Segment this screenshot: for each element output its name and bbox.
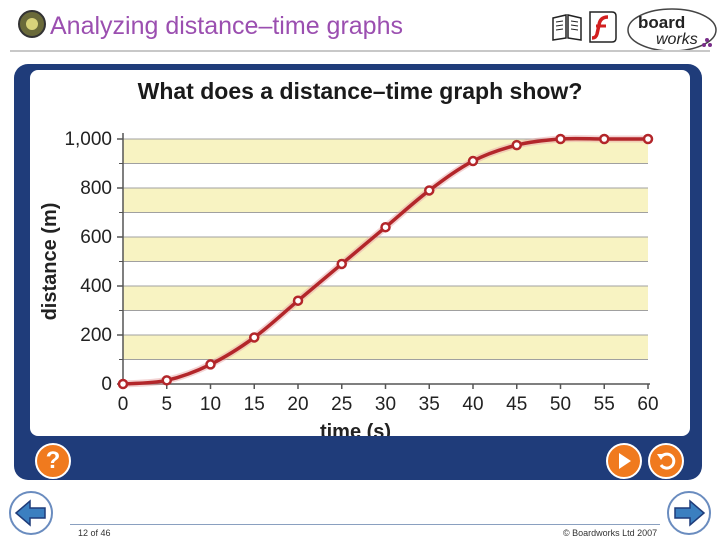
footer-divider <box>70 524 660 525</box>
reset-button[interactable] <box>648 443 684 479</box>
x-tick-label: 20 <box>287 394 308 415</box>
next-slide-button[interactable] <box>666 490 712 536</box>
x-tick-label: 0 <box>118 394 129 415</box>
question-heading: What does a distance–time graph show? <box>137 78 583 104</box>
x-tick-label: 25 <box>331 394 352 415</box>
grid-band <box>123 188 648 213</box>
data-point <box>380 221 391 233</box>
y-tick-label: 400 <box>80 276 112 297</box>
page-title: Analyzing distance–time graphs <box>50 12 403 40</box>
undo-arrow-icon <box>657 452 676 470</box>
grid-band <box>123 286 648 311</box>
brand-line1: board <box>638 13 685 32</box>
y-tick-label: 1,000 <box>64 129 112 150</box>
x-tick-label: 60 <box>637 394 658 415</box>
data-point <box>424 185 435 196</box>
help-button[interactable]: ? <box>35 443 71 479</box>
y-tick-label: 0 <box>101 374 112 395</box>
previous-slide-button[interactable] <box>8 490 54 536</box>
y-tick-label: 200 <box>80 325 112 346</box>
y-tick-label: 600 <box>80 227 112 248</box>
x-tick-label: 55 <box>594 394 615 415</box>
header: Analyzing distance–time graphs board wor… <box>0 0 720 56</box>
boardworks-logo: board works <box>627 8 717 52</box>
left-arrow-icon <box>14 499 46 527</box>
x-tick-label: 30 <box>375 394 396 415</box>
data-point <box>599 133 610 145</box>
x-axis-label: time (s) <box>320 421 391 436</box>
x-tick-label: 15 <box>244 394 265 415</box>
copyright-text: © Boardworks Ltd 2007 <box>563 528 658 538</box>
data-point <box>336 258 347 270</box>
data-point <box>292 295 304 306</box>
grid-band <box>123 139 648 164</box>
x-tick-label: 50 <box>550 394 571 415</box>
page-indicator: 12 of 46 <box>78 528 111 538</box>
data-point <box>511 139 522 151</box>
x-tick-label: 10 <box>200 394 221 415</box>
flash-player-icon[interactable] <box>586 10 618 44</box>
y-axis-label: distance (m) <box>39 203 61 321</box>
data-point <box>117 378 129 390</box>
data-point <box>249 332 260 343</box>
topic-badge-icon <box>18 10 46 38</box>
grid-band <box>123 237 648 262</box>
x-tick-label: 5 <box>161 394 172 415</box>
x-tick-label: 45 <box>506 394 527 415</box>
y-tick-label: 800 <box>80 178 112 199</box>
notes-book-icon[interactable] <box>551 12 583 42</box>
x-tick-label: 40 <box>462 394 483 415</box>
brand-line2: works <box>656 31 698 48</box>
data-point <box>467 155 479 167</box>
x-tick-label: 35 <box>419 394 440 415</box>
play-next-button[interactable] <box>606 443 642 479</box>
grid-band <box>123 335 648 360</box>
data-point <box>161 375 172 386</box>
header-divider <box>10 50 710 52</box>
play-icon <box>619 453 631 469</box>
data-point <box>205 359 216 370</box>
right-arrow-icon <box>674 499 706 527</box>
distance-time-chart: 0 200 400 600 800 1,000 0 5 10 15 20 25 30 35 40 45 50 55… <box>39 129 659 436</box>
data-point <box>642 133 654 145</box>
data-point <box>555 133 566 145</box>
